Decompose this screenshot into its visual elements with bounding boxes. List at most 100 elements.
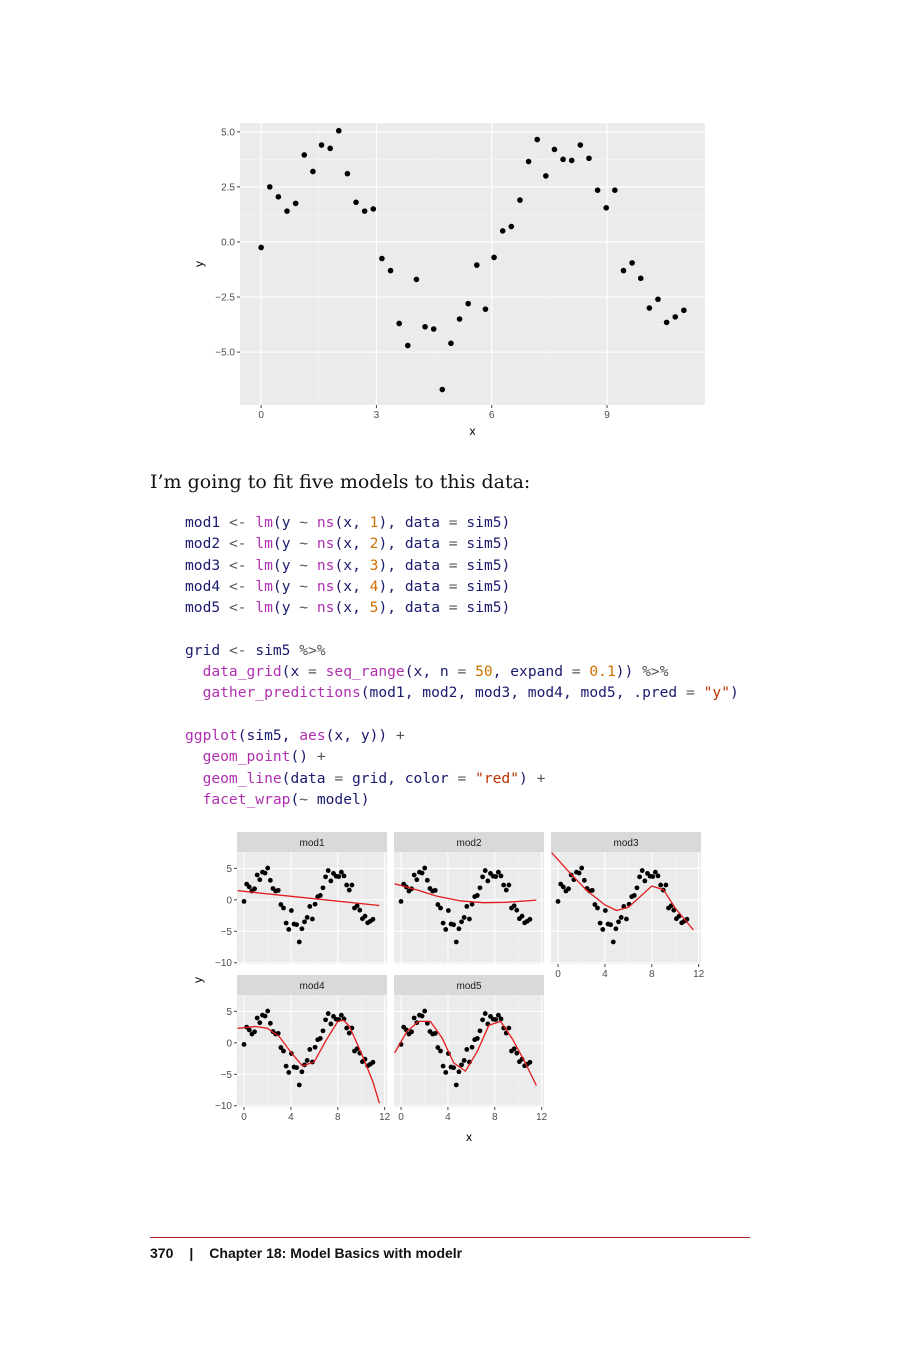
data-point bbox=[443, 1069, 449, 1075]
data-point bbox=[370, 206, 377, 212]
data-point bbox=[262, 870, 268, 876]
data-point bbox=[409, 1029, 414, 1035]
data-point bbox=[456, 316, 463, 322]
data-point bbox=[629, 260, 635, 266]
data-point bbox=[495, 1012, 501, 1018]
data-point bbox=[258, 244, 264, 251]
data-point bbox=[304, 915, 310, 920]
code-line: gather_predictions(mod1, mod2, mod3, mod… bbox=[202, 684, 739, 702]
data-point bbox=[335, 127, 342, 134]
model-fit-line-mod3 bbox=[551, 852, 694, 931]
data-point bbox=[257, 1020, 263, 1026]
data-point bbox=[469, 901, 475, 907]
data-point bbox=[453, 1082, 459, 1088]
data-point bbox=[514, 907, 520, 913]
data-point bbox=[534, 136, 541, 143]
data-point bbox=[344, 882, 350, 888]
data-point bbox=[312, 901, 318, 907]
facet-strip-label: mod1 bbox=[299, 838, 324, 849]
data-point bbox=[474, 1036, 480, 1041]
x-tick-label: 0 bbox=[398, 1112, 404, 1123]
data-point bbox=[459, 1062, 464, 1068]
data-point bbox=[320, 1028, 326, 1034]
data-point bbox=[310, 168, 316, 175]
y-axis-title: y bbox=[192, 261, 206, 267]
scatter-plot-sim5: 0 3 6 9 −5.0 −2.5 0.0 2.5 5.0 x y bbox=[192, 123, 705, 438]
data-point bbox=[438, 905, 443, 911]
code-line bbox=[185, 618, 739, 639]
data-point bbox=[618, 915, 624, 920]
data-point bbox=[278, 1045, 284, 1050]
data-point bbox=[658, 882, 664, 888]
data-point bbox=[474, 893, 480, 898]
faceted-model-plot: mod1 −10 −5 0 5 mod2 mod3 0 4 8 12 mod4 −10 −5 0 5 0 4 8 12… bbox=[191, 832, 705, 1144]
model-fit-line-mod5 bbox=[394, 1020, 537, 1086]
facet-strip-label: mod3 bbox=[613, 838, 638, 849]
data-point bbox=[294, 1065, 300, 1071]
x-tick-label: 8 bbox=[649, 969, 655, 980]
code-line: grid <- sim5 %>% bbox=[185, 641, 326, 659]
data-point bbox=[344, 1025, 350, 1031]
data-point bbox=[317, 893, 323, 898]
data-point bbox=[284, 208, 290, 214]
data-point bbox=[432, 887, 438, 893]
data-point bbox=[459, 919, 464, 925]
data-point bbox=[612, 187, 618, 193]
x-tick-label: 0 bbox=[258, 410, 264, 421]
code-line: data_grid(x = seq_range(x, n = 50, expan… bbox=[202, 663, 669, 681]
footer-separator: | bbox=[189, 1245, 194, 1261]
data-point bbox=[477, 885, 483, 891]
data-point bbox=[594, 187, 601, 193]
data-point bbox=[435, 902, 441, 907]
code-line: geom_point() + bbox=[202, 748, 326, 766]
data-point bbox=[344, 170, 351, 177]
data-point bbox=[346, 1030, 352, 1036]
code-block: mod1 <- lm(y ~ ns(x, 1), data = sim5) mod… bbox=[185, 512, 739, 810]
data-point bbox=[414, 877, 420, 883]
data-point bbox=[506, 882, 512, 888]
code-line: ggplot(sim5, aes(x, y)) + bbox=[185, 726, 405, 744]
y-tick-label: −5 bbox=[221, 927, 233, 938]
data-point bbox=[430, 326, 437, 332]
data-point bbox=[323, 874, 328, 880]
data-point bbox=[310, 916, 315, 922]
data-point bbox=[267, 877, 273, 883]
data-point bbox=[482, 306, 489, 312]
x-tick-label: 0 bbox=[555, 969, 561, 980]
data-point bbox=[493, 874, 499, 879]
facet-strip bbox=[394, 975, 544, 995]
data-point bbox=[642, 878, 648, 884]
code-line: mod4 <- lm(y ~ ns(x, 4), data = sim5) bbox=[185, 577, 511, 595]
intro-paragraph: I’m going to fit five models to this dat… bbox=[150, 471, 531, 493]
data-point bbox=[439, 386, 446, 393]
facet-strip bbox=[551, 832, 701, 852]
data-point bbox=[461, 915, 467, 920]
data-point bbox=[286, 1069, 292, 1075]
data-point bbox=[411, 1015, 417, 1021]
data-point bbox=[294, 922, 300, 928]
facet-panel-mod5: mod5 0 4 8 12 bbox=[394, 975, 548, 1123]
data-point bbox=[498, 873, 504, 879]
data-point bbox=[637, 874, 642, 880]
x-tick-label: 4 bbox=[445, 1112, 451, 1123]
data-point bbox=[445, 908, 451, 913]
y-tick-label: 0 bbox=[226, 1038, 232, 1049]
data-point bbox=[595, 905, 600, 911]
data-point bbox=[379, 255, 385, 262]
data-point bbox=[464, 1047, 470, 1052]
data-point bbox=[302, 919, 307, 925]
data-point bbox=[370, 1059, 376, 1065]
page-number: 370 bbox=[150, 1245, 174, 1261]
facet-panel-mod4: mod4 −10 −5 0 5 0 4 8 12 bbox=[215, 975, 391, 1123]
data-point bbox=[511, 903, 517, 909]
data-point bbox=[296, 939, 302, 945]
data-point bbox=[456, 1069, 462, 1075]
facet-panel-mod2: mod2 bbox=[394, 832, 544, 964]
data-point bbox=[267, 1020, 273, 1026]
page-footer: 370 | Chapter 18: Model Basics with modelr bbox=[150, 1245, 462, 1261]
data-point bbox=[469, 1044, 475, 1050]
code-line bbox=[185, 704, 739, 725]
data-point bbox=[637, 275, 644, 282]
data-point bbox=[357, 907, 363, 913]
data-point bbox=[361, 208, 368, 214]
